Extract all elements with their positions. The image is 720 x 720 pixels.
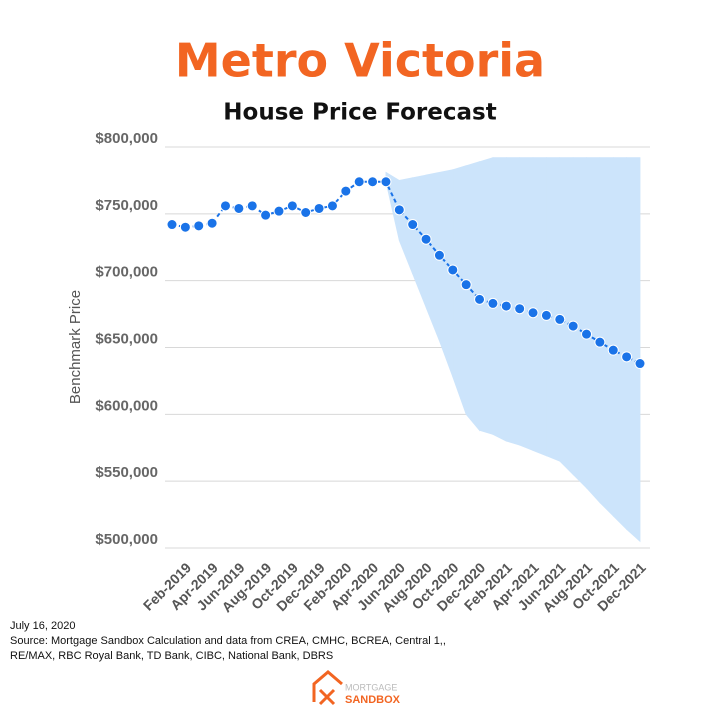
price-point <box>179 221 191 233</box>
forecast-band <box>612 157 628 531</box>
y-tick-label: $600,000 <box>95 397 158 414</box>
forecast-band <box>546 157 561 462</box>
price-point <box>393 204 405 216</box>
price-point <box>420 233 432 245</box>
footer-date: July 16, 2020 <box>10 620 75 632</box>
price-point <box>607 344 619 356</box>
price-point <box>193 220 205 232</box>
price-point <box>300 206 312 218</box>
forecast-band <box>532 157 547 457</box>
price-point <box>313 202 325 214</box>
price-point <box>500 300 512 312</box>
price-point <box>246 200 258 212</box>
footer-source: RE/MAX, RBC Royal Bank, TD Bank, CIBC, N… <box>10 650 333 662</box>
price-point <box>353 176 365 188</box>
price-point <box>554 313 566 325</box>
y-tick-label: $550,000 <box>95 464 158 481</box>
forecast-band <box>599 157 614 517</box>
logo-text: SANDBOX <box>345 694 401 706</box>
price-point <box>219 200 231 212</box>
price-point <box>166 219 178 231</box>
y-tick-label: $500,000 <box>95 531 158 548</box>
y-tick-label: $700,000 <box>95 264 158 281</box>
price-point <box>433 249 445 261</box>
chart-title: Metro Victoria <box>175 34 545 88</box>
logo-text: MORTGAGE <box>345 682 397 692</box>
price-point <box>367 176 379 188</box>
chart-subtitle: House Price Forecast <box>223 100 496 126</box>
price-point <box>594 336 606 348</box>
price-point <box>487 297 499 309</box>
price-point <box>326 200 338 212</box>
y-tick-label: $800,000 <box>95 130 158 147</box>
price-point <box>380 176 392 188</box>
price-point <box>474 293 486 305</box>
price-point <box>581 328 593 340</box>
y-axis-label: Benchmark Price <box>67 290 84 404</box>
price-point <box>514 303 526 315</box>
price-point <box>540 309 552 321</box>
y-tick-label: $750,000 <box>95 197 158 214</box>
footer-source: Source: Mortgage Sandbox Calculation and… <box>10 635 446 647</box>
price-point <box>527 307 539 319</box>
logo-house <box>312 670 343 702</box>
price-point <box>233 202 245 214</box>
price-point <box>460 279 472 291</box>
price-point <box>567 320 579 332</box>
price-point <box>286 200 298 212</box>
price-point <box>206 217 218 229</box>
price-point <box>621 351 633 363</box>
price-point <box>634 358 646 370</box>
forecast-band <box>452 165 467 415</box>
price-point <box>260 209 272 221</box>
price-point <box>273 205 285 217</box>
price-point <box>407 219 419 231</box>
y-tick-label: $650,000 <box>95 330 158 347</box>
logo-x <box>318 688 336 706</box>
forecast-band <box>626 157 641 543</box>
price-point <box>340 185 352 197</box>
price-point <box>447 264 459 276</box>
logo: MORTGAGE SANDBOX <box>312 670 401 706</box>
